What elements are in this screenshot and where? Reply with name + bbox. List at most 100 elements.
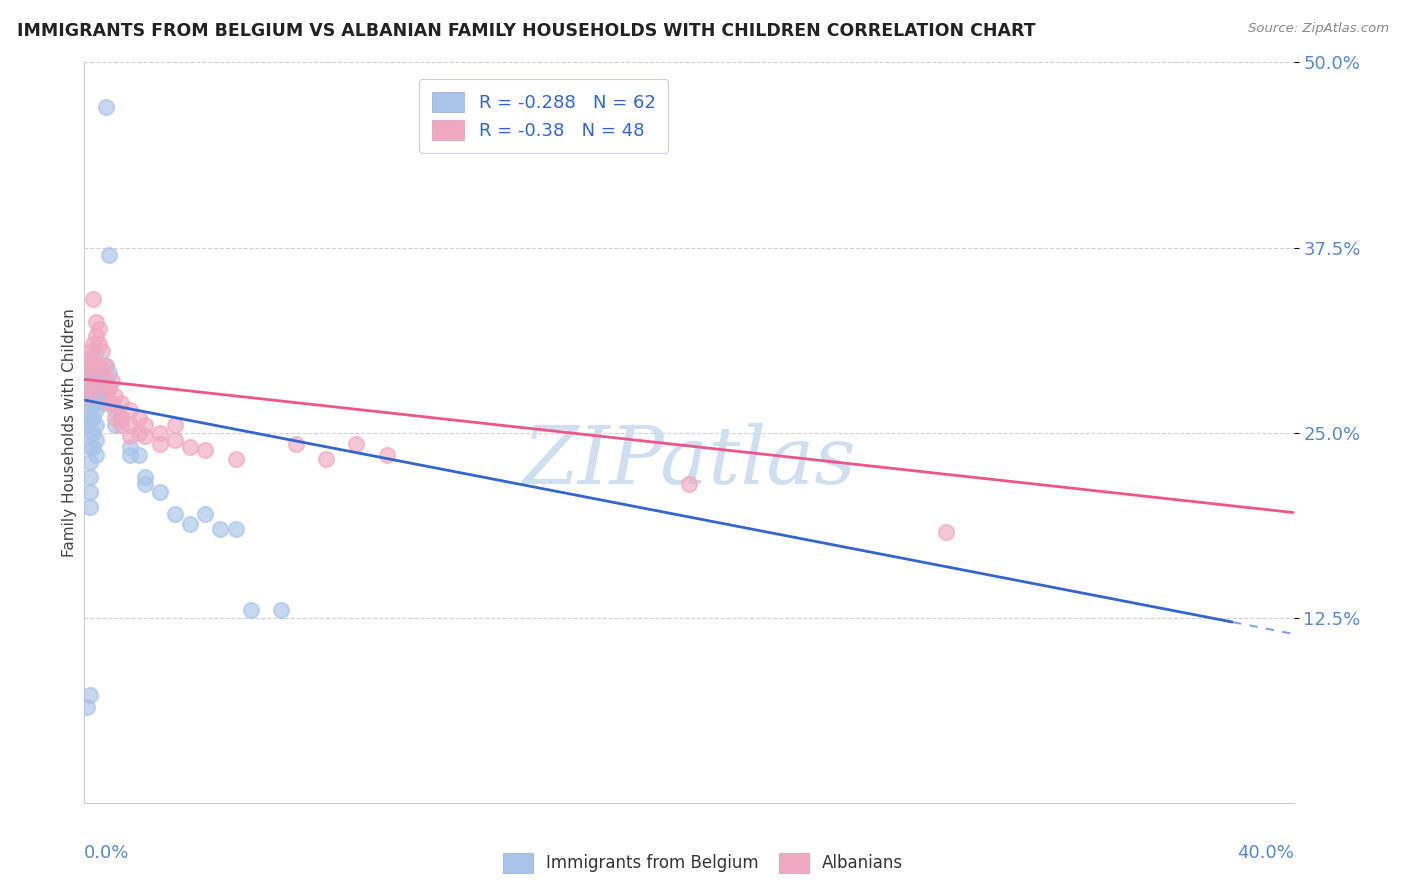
Point — [76, 388, 98, 402]
Point — [104, 418, 127, 433]
Point — [346, 437, 368, 451]
Point — [149, 484, 172, 499]
Point — [149, 425, 172, 440]
Point — [76, 699, 98, 714]
Point — [194, 507, 217, 521]
Point — [86, 433, 108, 447]
Point — [97, 396, 120, 410]
Point — [76, 351, 98, 366]
Point — [91, 344, 114, 359]
Point — [118, 441, 141, 455]
Text: 0.0%: 0.0% — [84, 844, 129, 862]
Point — [94, 100, 117, 114]
Point — [86, 359, 108, 373]
Point — [225, 452, 247, 467]
Point — [82, 351, 104, 366]
Point — [82, 396, 104, 410]
Legend: R = -0.288   N = 62, R = -0.38   N = 48: R = -0.288 N = 62, R = -0.38 N = 48 — [419, 78, 668, 153]
Point — [134, 477, 156, 491]
Point — [165, 433, 187, 447]
Point — [97, 367, 120, 381]
Point — [89, 322, 111, 336]
Point — [82, 425, 104, 440]
Point — [94, 374, 117, 388]
Point — [79, 359, 101, 373]
Point — [82, 381, 104, 395]
Point — [97, 381, 120, 395]
Point — [82, 381, 104, 395]
Point — [270, 603, 292, 617]
Point — [79, 441, 101, 455]
Point — [149, 437, 172, 451]
Point — [110, 410, 132, 425]
Point — [79, 344, 101, 359]
Point — [118, 403, 141, 417]
Point — [89, 336, 111, 351]
Point — [165, 418, 187, 433]
Point — [82, 441, 104, 455]
Point — [285, 437, 308, 451]
Point — [89, 374, 111, 388]
Point — [110, 418, 132, 433]
Point — [134, 418, 156, 433]
Point — [91, 396, 114, 410]
Text: ZIPatlas: ZIPatlas — [522, 424, 856, 501]
Point — [76, 418, 98, 433]
Point — [375, 448, 398, 462]
Point — [86, 314, 108, 328]
Point — [86, 374, 108, 388]
Point — [86, 418, 108, 433]
Legend: Immigrants from Belgium, Albanians: Immigrants from Belgium, Albanians — [496, 847, 910, 880]
Point — [86, 344, 108, 359]
Point — [104, 388, 127, 402]
Point — [110, 396, 132, 410]
Point — [118, 448, 141, 462]
Point — [91, 381, 114, 395]
Point — [76, 374, 98, 388]
Point — [100, 374, 122, 388]
Point — [128, 425, 150, 440]
Point — [79, 455, 101, 469]
Point — [86, 388, 108, 402]
Point — [94, 359, 117, 373]
Point — [118, 418, 141, 433]
Point — [104, 403, 127, 417]
Point — [79, 484, 101, 499]
Point — [97, 381, 120, 395]
Point — [209, 522, 232, 536]
Text: Source: ZipAtlas.com: Source: ZipAtlas.com — [1249, 22, 1389, 36]
Text: 40.0%: 40.0% — [1237, 844, 1294, 862]
Point — [935, 524, 957, 539]
Point — [76, 403, 98, 417]
Point — [94, 359, 117, 373]
Point — [128, 410, 150, 425]
Point — [89, 359, 111, 373]
Point — [79, 359, 101, 373]
Point — [165, 507, 187, 521]
Point — [82, 359, 104, 373]
Point — [104, 410, 127, 425]
Point — [79, 388, 101, 402]
Point — [315, 452, 337, 467]
Point — [179, 441, 201, 455]
Point — [110, 410, 132, 425]
Point — [86, 329, 108, 343]
Y-axis label: Family Households with Children: Family Households with Children — [62, 309, 77, 557]
Point — [89, 388, 111, 402]
Point — [100, 396, 122, 410]
Point — [179, 517, 201, 532]
Point — [82, 410, 104, 425]
Point — [134, 428, 156, 442]
Point — [97, 248, 120, 262]
Point — [79, 500, 101, 514]
Point — [86, 448, 108, 462]
Point — [82, 336, 104, 351]
Point — [239, 603, 262, 617]
Point — [79, 688, 101, 702]
Point — [118, 428, 141, 442]
Point — [79, 425, 101, 440]
Point — [79, 470, 101, 484]
Point — [79, 410, 101, 425]
Point — [128, 448, 150, 462]
Point — [79, 396, 101, 410]
